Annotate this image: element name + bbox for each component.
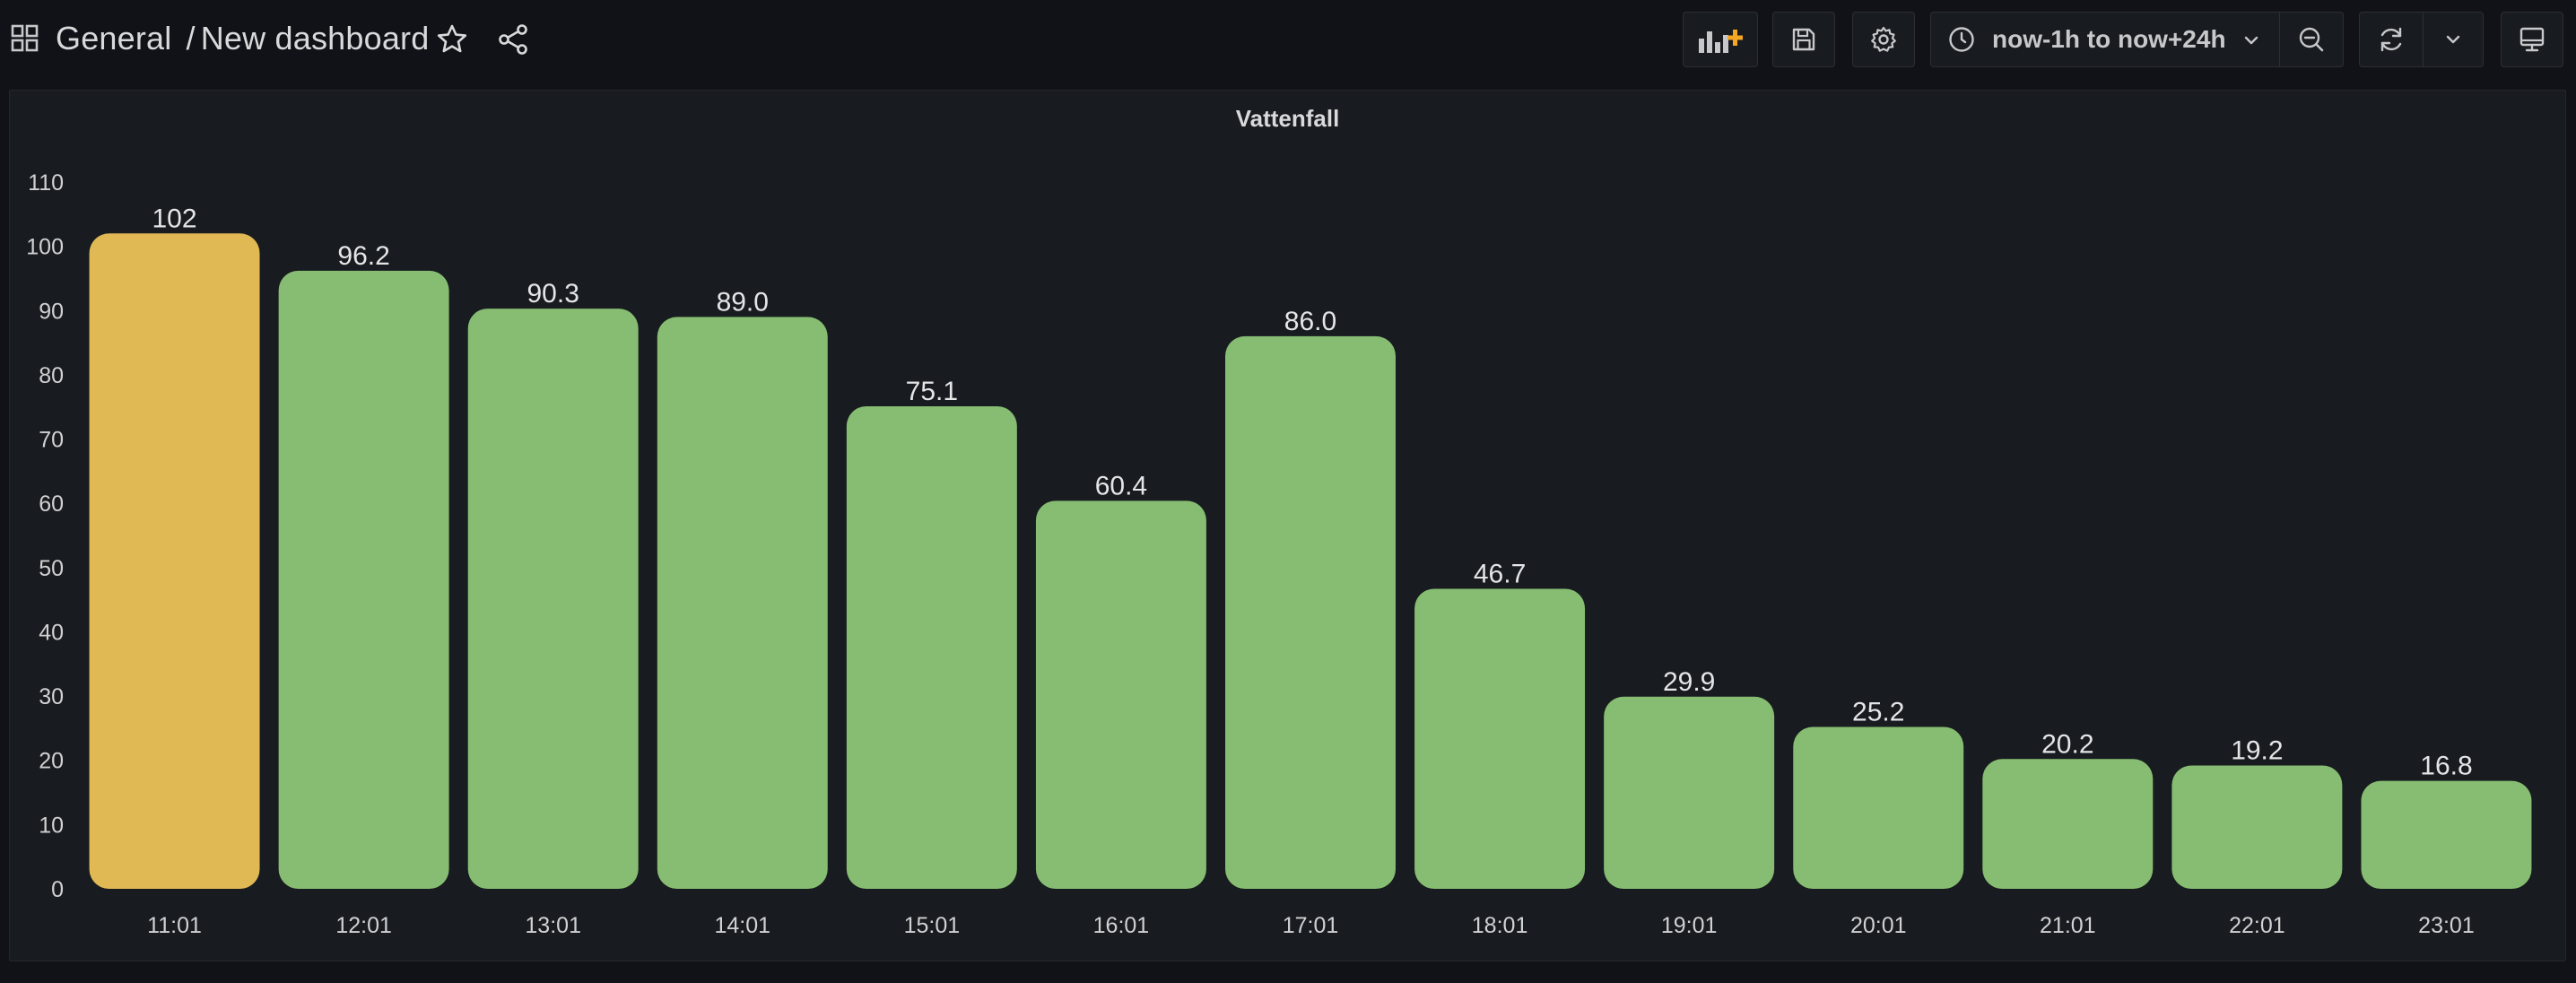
bar-value-label: 86.0	[1284, 307, 1336, 336]
x-tick-label: 21:01	[2040, 913, 2096, 938]
x-tick-label: 15:01	[904, 913, 961, 938]
bar	[1793, 726, 1964, 889]
add-panel-icon	[1699, 30, 1743, 53]
bar	[657, 317, 828, 889]
bar-value-label: 102	[152, 204, 197, 233]
refresh-interval-dropdown[interactable]	[2423, 12, 2484, 67]
bar	[2361, 780, 2532, 889]
x-tick-label: 16:01	[1093, 913, 1150, 938]
gear-icon	[1871, 26, 1896, 52]
x-tick-label: 11:01	[147, 913, 202, 938]
breadcrumb-folder[interactable]: General	[56, 20, 172, 57]
bar	[1982, 759, 2154, 889]
y-tick-label: 50	[39, 556, 64, 581]
x-tick-label: 22:01	[2229, 913, 2285, 938]
y-tick-label: 10	[39, 813, 64, 838]
breadcrumb: General / New dashboard	[56, 18, 429, 59]
y-tick-label: 40	[39, 620, 64, 645]
y-tick-label: 90	[39, 299, 64, 324]
dashboard-toolbar: General / New dashboard	[0, 0, 2576, 79]
refresh-icon	[2380, 27, 2402, 52]
bar-value-label: 46.7	[1474, 559, 1526, 588]
bar-value-label: 20.2	[2041, 729, 2093, 759]
bar-value-label: 29.9	[1663, 667, 1715, 697]
chevron-down-icon	[2446, 35, 2460, 44]
bar-value-label: 25.2	[1852, 697, 1904, 726]
bar-chart-panel[interactable]: Vattenfall 0 10 20 30 40 50 60 70 80 90 100 110 102 1…	[9, 90, 2566, 961]
y-tick-label: 80	[39, 363, 64, 388]
bar-value-label: 60.4	[1095, 471, 1147, 500]
bar-chart: 0 10 20 30 40 50 60 70 80 90 100 110 102 11:01 96.2 12:…	[26, 170, 2532, 938]
bar-value-label: 16.8	[2420, 752, 2472, 781]
x-tick-label: 17:01	[1283, 913, 1339, 938]
bar-value-label: 19.2	[2231, 735, 2283, 765]
bar-value-label: 89.0	[717, 287, 769, 317]
clock-icon	[1949, 27, 1974, 52]
bar	[1035, 500, 1206, 889]
apps-icon[interactable]	[11, 24, 39, 53]
star-icon[interactable]	[434, 22, 470, 57]
refresh-button[interactable]	[2359, 12, 2424, 67]
y-tick-label: 60	[39, 492, 64, 517]
save-icon	[1792, 28, 1815, 51]
bar	[1414, 588, 1586, 889]
y-tick-label: 100	[26, 235, 64, 260]
time-range-picker[interactable]: now-1h to now+24h	[1930, 12, 2280, 67]
bar	[2171, 765, 2343, 889]
y-tick-label: 0	[51, 877, 64, 902]
tv-icon	[2519, 27, 2545, 52]
x-tick-label: 19:01	[1661, 913, 1718, 938]
bar	[278, 270, 449, 890]
y-tick-label: 30	[39, 684, 64, 709]
x-tick-label: 23:01	[2418, 913, 2475, 938]
share-icon[interactable]	[495, 22, 531, 57]
time-range-label: now-1h to now+24h	[1992, 25, 2226, 53]
add-panel-button[interactable]	[1683, 12, 1758, 67]
dashboard-title[interactable]: New dashboard	[200, 20, 430, 57]
save-dashboard-button[interactable]	[1772, 12, 1835, 67]
panel-title[interactable]: Vattenfall	[1235, 105, 1340, 132]
zoom-out-icon	[2299, 27, 2324, 52]
x-tick-label: 14:01	[714, 913, 770, 938]
breadcrumb-separator: /	[186, 20, 196, 57]
bar	[1225, 335, 1396, 890]
x-tick-label: 13:01	[525, 913, 581, 938]
bar	[467, 309, 639, 889]
y-tick-label: 110	[28, 170, 64, 196]
bar	[1604, 696, 1775, 889]
bar	[89, 233, 260, 889]
x-tick-label: 20:01	[1850, 913, 1907, 938]
bar-value-label: 75.1	[906, 377, 958, 406]
zoom-out-button[interactable]	[2279, 12, 2344, 67]
y-tick-label: 20	[39, 749, 64, 774]
x-tick-label: 18:01	[1472, 913, 1528, 938]
dashboard-settings-button[interactable]	[1852, 12, 1915, 67]
bar	[846, 406, 1017, 890]
view-mode-button[interactable]	[2501, 12, 2563, 67]
y-tick-label: 70	[39, 428, 64, 453]
x-tick-label: 12:01	[335, 913, 392, 938]
bar-value-label: 96.2	[337, 241, 389, 271]
chevron-down-icon	[2244, 36, 2258, 45]
bar-value-label: 90.3	[527, 279, 579, 309]
